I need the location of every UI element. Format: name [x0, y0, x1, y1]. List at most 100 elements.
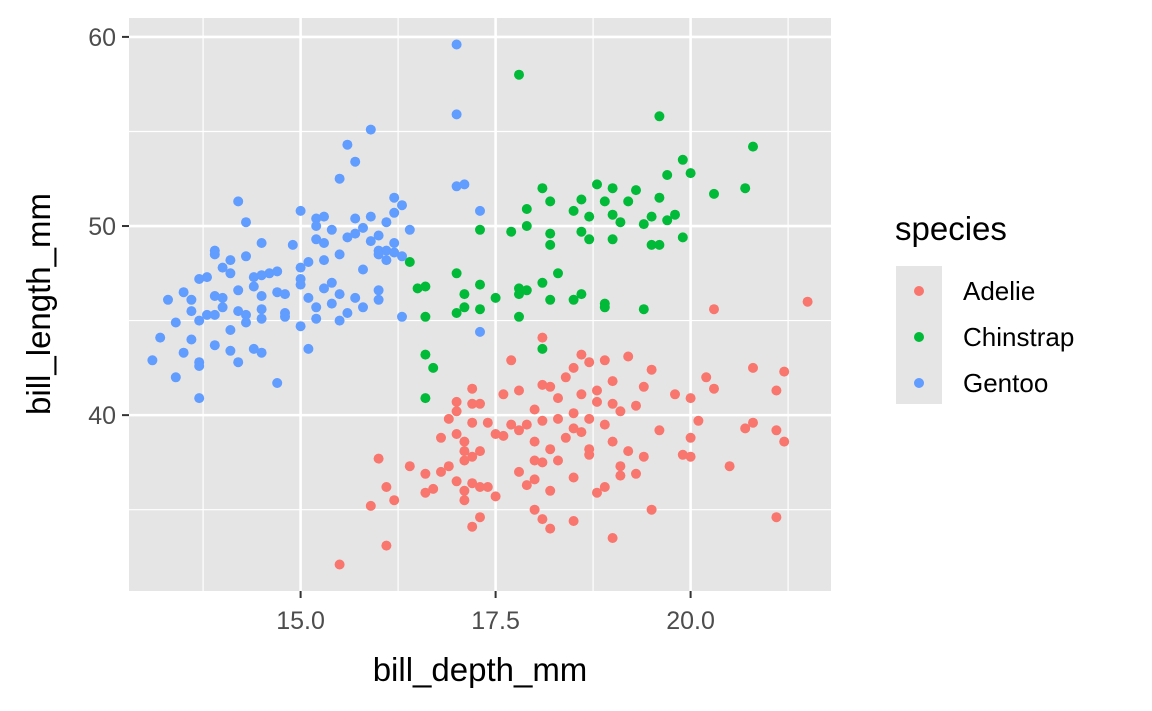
- point-adelie: [537, 457, 548, 468]
- point-adelie: [459, 455, 470, 466]
- point-adelie: [592, 396, 602, 407]
- point-adelie: [545, 485, 556, 496]
- point-adelie: [381, 482, 392, 492]
- point-gentoo: [373, 294, 384, 305]
- legend-label-gentoo: Gentoo: [963, 368, 1048, 398]
- point-gentoo: [326, 277, 337, 288]
- point-gentoo: [264, 268, 275, 279]
- point-gentoo: [295, 262, 306, 273]
- point-adelie: [592, 385, 602, 396]
- point-gentoo: [389, 238, 400, 248]
- y-tick-label: 60: [88, 24, 116, 52]
- x-tick-label: 20.0: [666, 607, 715, 635]
- point-adelie: [506, 419, 517, 430]
- point-gentoo: [397, 251, 407, 262]
- point-gentoo: [358, 302, 368, 313]
- point-chinstrap: [748, 141, 758, 152]
- point-adelie: [459, 436, 470, 447]
- point-gentoo: [389, 207, 400, 218]
- point-gentoo: [326, 298, 337, 309]
- point-adelie: [514, 466, 524, 477]
- data-points: [147, 39, 813, 570]
- point-gentoo: [303, 343, 314, 354]
- point-gentoo: [389, 192, 400, 203]
- legend-label-adelie: Adelie: [963, 276, 1035, 306]
- point-adelie: [553, 393, 563, 404]
- point-adelie: [428, 483, 439, 494]
- point-adelie: [709, 304, 719, 315]
- point-chinstrap: [545, 196, 556, 207]
- point-adelie: [475, 398, 485, 409]
- point-adelie: [529, 404, 540, 415]
- point-adelie: [685, 451, 696, 462]
- point-chinstrap: [553, 268, 563, 279]
- point-gentoo: [178, 287, 189, 298]
- point-adelie: [771, 425, 782, 436]
- point-chinstrap: [514, 69, 524, 80]
- point-adelie: [615, 470, 626, 481]
- point-chinstrap: [490, 292, 501, 303]
- y-axis-title: bill_length_mm: [20, 193, 57, 415]
- point-gentoo: [303, 292, 314, 303]
- point-gentoo: [350, 213, 361, 224]
- point-adelie: [607, 436, 618, 447]
- point-adelie: [443, 461, 454, 472]
- point-chinstrap: [514, 283, 524, 294]
- point-chinstrap: [420, 349, 431, 360]
- point-gentoo: [202, 272, 212, 283]
- point-chinstrap: [521, 204, 532, 214]
- point-adelie: [771, 512, 782, 523]
- point-chinstrap: [412, 283, 423, 294]
- point-chinstrap: [599, 196, 610, 207]
- point-gentoo: [225, 345, 236, 356]
- point-adelie: [584, 413, 595, 424]
- point-adelie: [537, 332, 548, 343]
- point-gentoo: [358, 264, 368, 275]
- point-gentoo: [350, 292, 361, 303]
- point-chinstrap: [740, 183, 751, 194]
- point-adelie: [482, 417, 493, 428]
- point-chinstrap: [607, 209, 618, 220]
- point-adelie: [724, 461, 735, 472]
- point-adelie: [670, 389, 680, 400]
- point-adelie: [537, 415, 548, 426]
- point-gentoo: [373, 249, 384, 260]
- point-chinstrap: [537, 183, 548, 194]
- point-adelie: [584, 444, 595, 455]
- point-chinstrap: [654, 111, 665, 122]
- point-chinstrap: [545, 239, 556, 250]
- point-adelie: [568, 423, 579, 434]
- grid-lines: [129, 18, 831, 591]
- point-chinstrap: [584, 211, 595, 222]
- point-adelie: [599, 355, 610, 366]
- point-gentoo: [311, 234, 322, 245]
- point-chinstrap: [599, 302, 610, 313]
- point-adelie: [529, 436, 540, 447]
- legend-key-chinstrap: [914, 332, 924, 342]
- point-adelie: [490, 429, 501, 439]
- point-chinstrap: [576, 289, 587, 300]
- point-adelie: [701, 372, 712, 383]
- point-chinstrap: [428, 362, 439, 373]
- point-adelie: [685, 393, 696, 404]
- point-gentoo: [295, 279, 306, 290]
- point-adelie: [451, 429, 462, 439]
- point-gentoo: [248, 343, 259, 354]
- point-gentoo: [186, 294, 197, 305]
- point-adelie: [615, 406, 626, 417]
- point-gentoo: [319, 255, 329, 266]
- point-chinstrap: [537, 343, 548, 354]
- point-adelie: [638, 451, 649, 462]
- point-chinstrap: [451, 268, 462, 279]
- legend-label-chinstrap: Chinstrap: [963, 322, 1074, 352]
- point-adelie: [521, 480, 532, 491]
- point-gentoo: [373, 230, 384, 241]
- point-chinstrap: [677, 232, 688, 243]
- point-gentoo: [209, 309, 220, 320]
- point-adelie: [459, 446, 470, 457]
- point-adelie: [467, 478, 478, 489]
- point-chinstrap: [592, 179, 602, 190]
- point-adelie: [545, 444, 556, 455]
- point-gentoo: [178, 347, 189, 358]
- point-chinstrap: [607, 183, 618, 194]
